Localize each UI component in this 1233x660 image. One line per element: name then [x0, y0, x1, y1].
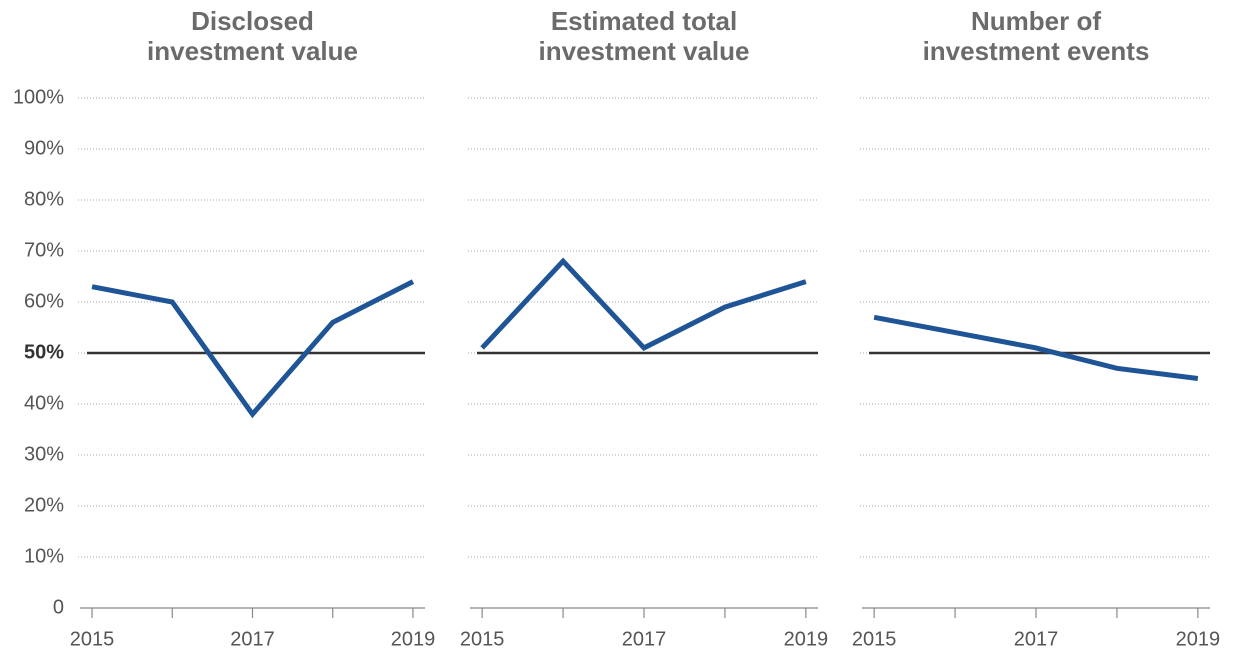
data-line: [480, 257, 807, 351]
y-tick-label: 40%: [24, 392, 64, 414]
y-tick-label: 60%: [24, 290, 64, 312]
y-tick-label: 0: [53, 596, 64, 618]
data-line: [873, 314, 1199, 381]
y-tick-label: 20%: [24, 494, 64, 516]
x-tick-label: 2019: [784, 628, 829, 650]
y-tick-label: 70%: [24, 239, 64, 261]
y-tick-label: 90%: [24, 137, 64, 159]
y-tick-label: 100%: [13, 86, 64, 108]
x-tick-label: 2015: [460, 628, 505, 650]
x-tick-label: 2017: [230, 628, 275, 650]
x-tick-label: 2015: [70, 628, 115, 650]
data-line: [91, 279, 415, 419]
x-tick-label: 2017: [1014, 628, 1059, 650]
y-tick-label: 80%: [24, 188, 64, 210]
y-tick-label: 30%: [24, 443, 64, 465]
x-tick-label: 2015: [852, 628, 897, 650]
y-tick-label: 50%: [24, 341, 64, 363]
x-tick-label: 2019: [1176, 628, 1221, 650]
x-tick-label: 2017: [622, 628, 667, 650]
x-tick-label: 2019: [391, 628, 436, 650]
panel-title: Number of investment events: [922, 6, 1150, 66]
panel-title: Estimated total investment value: [538, 6, 750, 66]
y-tick-label: 10%: [24, 545, 64, 567]
panel-title: Disclosed investment value: [147, 6, 358, 66]
